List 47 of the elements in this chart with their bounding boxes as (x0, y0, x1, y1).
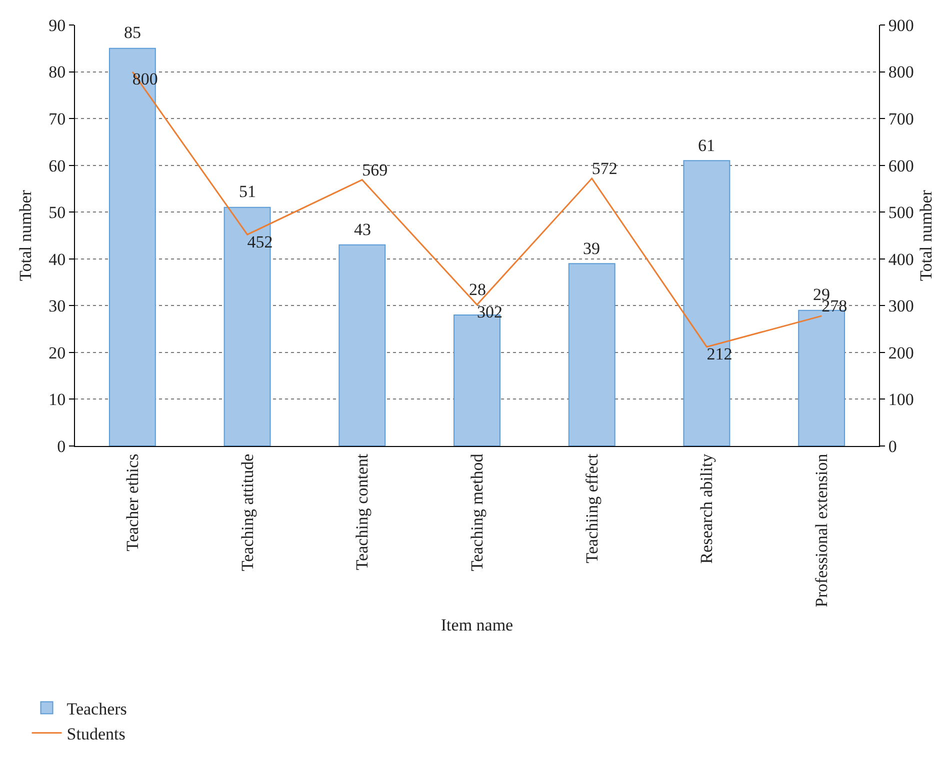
y-tick-label: 30 (48, 296, 66, 316)
bar (338, 244, 386, 446)
y2-tick-label: 200 (888, 343, 914, 362)
y2-tick-label: 0 (888, 436, 897, 456)
y2-tick-label: 400 (888, 250, 914, 269)
x-tick-label: Teachiing effect (582, 454, 602, 564)
y-axis-title: Total number (16, 190, 35, 281)
y-tick-label: 20 (48, 343, 66, 362)
y-tick-label: 90 (48, 16, 66, 35)
legend-label: Teachers (66, 699, 127, 718)
y-tick-label: 70 (48, 110, 66, 129)
y-tick-label: 10 (48, 390, 66, 410)
x-tick-label: Professional extension (812, 453, 832, 608)
data-label: 85 (124, 23, 141, 42)
y-tick-label: 80 (48, 62, 66, 82)
y2-tick-label: 100 (888, 390, 914, 410)
data-label: 61 (698, 136, 715, 155)
y2-axis-title: Total number (916, 190, 936, 281)
x-tick-label: Teacher ethics (122, 454, 142, 552)
bar (224, 206, 271, 446)
data-label: 39 (583, 239, 600, 258)
legend-label: Students (66, 724, 126, 744)
x-axis-title: Item name (440, 616, 514, 635)
x-tick-label: Teaching attitude (238, 454, 257, 572)
y-tick-label: 50 (48, 203, 66, 222)
y-tick-label: 60 (48, 156, 66, 176)
y2-tick-label: 800 (888, 62, 914, 82)
bar (108, 48, 156, 446)
x-tick-label: Teaching method (468, 453, 487, 572)
bar (683, 160, 730, 446)
y-tick-label: 40 (48, 250, 66, 269)
data-label: 569 (362, 160, 388, 180)
data-label: 212 (706, 344, 732, 364)
y2-tick-label: 300 (888, 296, 914, 316)
y-tick-label: 0 (57, 436, 66, 456)
data-label: 43 (354, 220, 371, 239)
x-tick-label: Teaching content (352, 454, 372, 570)
y2-tick-label: 500 (888, 203, 914, 222)
y2-tick-label: 900 (888, 16, 914, 35)
bar (568, 263, 616, 446)
y2-tick-label: 600 (888, 156, 914, 176)
data-label: 51 (239, 182, 256, 201)
data-label: 28 (469, 280, 486, 299)
y2-tick-label: 700 (888, 110, 914, 129)
data-label: 572 (592, 159, 618, 178)
data-label: 452 (247, 232, 273, 252)
x-tick-label: Research ability (697, 453, 716, 564)
